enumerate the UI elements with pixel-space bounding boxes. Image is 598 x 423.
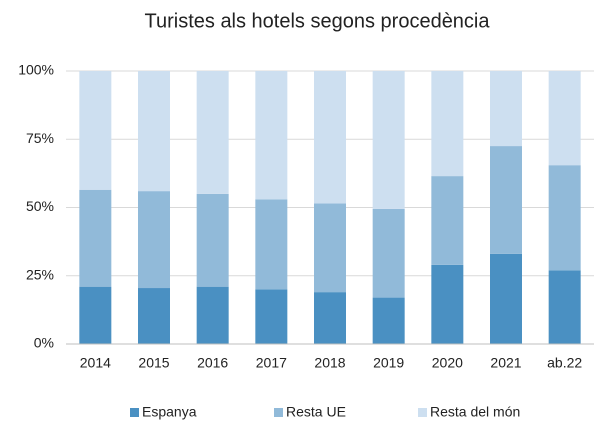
bar-segment [372,297,405,344]
bar-segment [314,203,346,293]
bar-segment [255,71,288,200]
bar-segment [138,288,170,344]
bar-segment [372,71,405,209]
x-tick-label: 2014 [80,355,111,371]
legend-swatch [418,408,427,417]
bar-segment [431,71,464,177]
legend-label: Espanya [142,404,197,420]
y-tick-label: 100% [18,62,54,78]
bar-segment [255,199,288,290]
bar-segment [548,270,581,344]
bar-segment [431,176,464,265]
x-tick-label: 2017 [256,355,287,371]
bar-segment [314,71,346,204]
x-tick-label: 2020 [432,355,463,371]
y-tick-label: 75% [26,130,54,146]
bar-segment [490,146,522,254]
bar-segment [79,71,112,190]
bar-segment [79,189,112,287]
bar-segment [314,292,346,344]
y-tick-label: 25% [26,266,54,282]
x-tick-label: 2021 [490,355,521,371]
bar-segment [372,208,405,298]
legend-swatch [130,408,139,417]
bar-segment [138,191,170,289]
bar-segment [79,286,112,344]
legend-swatch [274,408,283,417]
legend-label: Resta UE [286,404,346,420]
x-tick-label: 2016 [197,355,228,371]
bar-segment [196,286,229,344]
legend-label: Resta del món [430,404,520,420]
y-tick-label: 0% [34,335,54,351]
bar-segment [255,289,288,344]
chart-title: Turistes als hotels segons procedència [145,10,491,32]
x-tick-label: ab.22 [547,355,582,371]
x-tick-label: 2015 [138,355,169,371]
x-tick-label: 2019 [373,355,404,371]
bar-segment [548,165,581,271]
bar-segment [196,193,229,287]
y-tick-label: 50% [26,198,54,214]
bar-segment [548,71,581,166]
bar-segment [490,71,522,147]
bar-segment [138,71,170,192]
x-tick-label: 2018 [314,355,345,371]
bar-segment [431,264,464,344]
bar-segment [490,253,522,344]
bar-segment [196,71,229,194]
